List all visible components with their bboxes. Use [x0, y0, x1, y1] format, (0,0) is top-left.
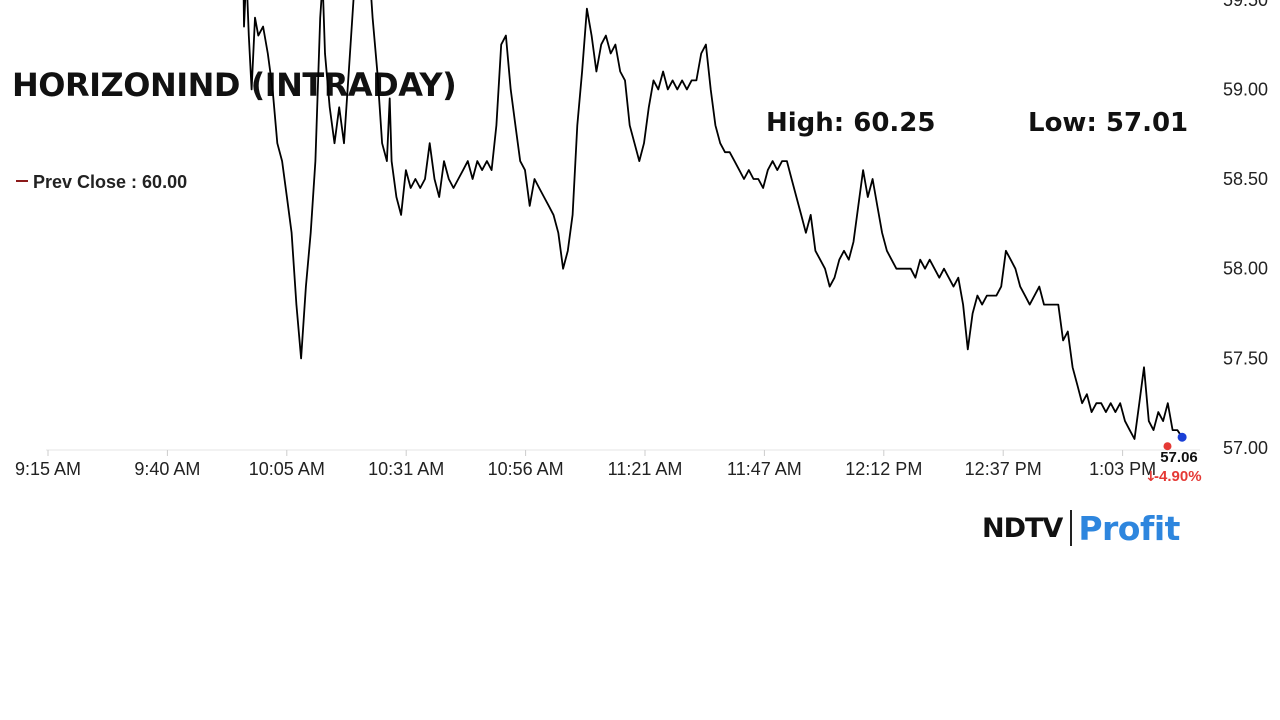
change-percent-label: -4.90%	[1154, 468, 1202, 485]
x-tick-label: 10:56 AM	[488, 459, 564, 479]
low-point	[1163, 442, 1172, 451]
logo-profit-text: Profit	[1078, 508, 1180, 548]
last-point	[1177, 432, 1187, 442]
x-tick-label: 1:03 PM	[1089, 459, 1156, 479]
y-tick-label: 58.50	[1223, 169, 1268, 189]
x-tick-label: 10:05 AM	[249, 459, 325, 479]
last-price-label: 57.06	[1160, 449, 1198, 466]
x-tick-label: 9:40 AM	[134, 459, 200, 479]
y-tick-label: 58.00	[1223, 259, 1268, 279]
x-tick-label: 11:47 AM	[727, 459, 802, 479]
x-tick-label: 12:12 PM	[845, 459, 922, 479]
prev-close-label: Prev Close : 60.00	[33, 172, 187, 192]
x-axis: 9:15 AM 9:40 AM 10:05 AM 10:31 AM 10:56 AM 11…	[15, 449, 1200, 479]
y-tick-label: 59.50	[1223, 0, 1268, 10]
y-tick-label: 59.00	[1223, 79, 1268, 99]
x-tick-label: 12:37 PM	[965, 459, 1042, 479]
low-value: Low: 57.01	[1028, 108, 1189, 138]
x-tick-label: 11:21 AM	[608, 459, 683, 479]
ndtv-profit-logo: NDTV Profit	[982, 508, 1180, 548]
price-series-line	[242, 0, 1183, 440]
down-arrow-icon: ↓	[1145, 469, 1157, 485]
y-tick-label: 57.50	[1223, 348, 1268, 368]
y-tick-label: 57.00	[1223, 438, 1268, 458]
high-value: High: 60.25	[766, 108, 936, 138]
chart-title: HORIZONIND (INTRADAY)	[12, 66, 457, 104]
x-tick-label: 9:15 AM	[15, 459, 81, 479]
logo-ndtv-text: NDTV	[982, 512, 1063, 544]
logo-divider	[1070, 510, 1073, 546]
x-tick-label: 10:31 AM	[368, 459, 444, 479]
